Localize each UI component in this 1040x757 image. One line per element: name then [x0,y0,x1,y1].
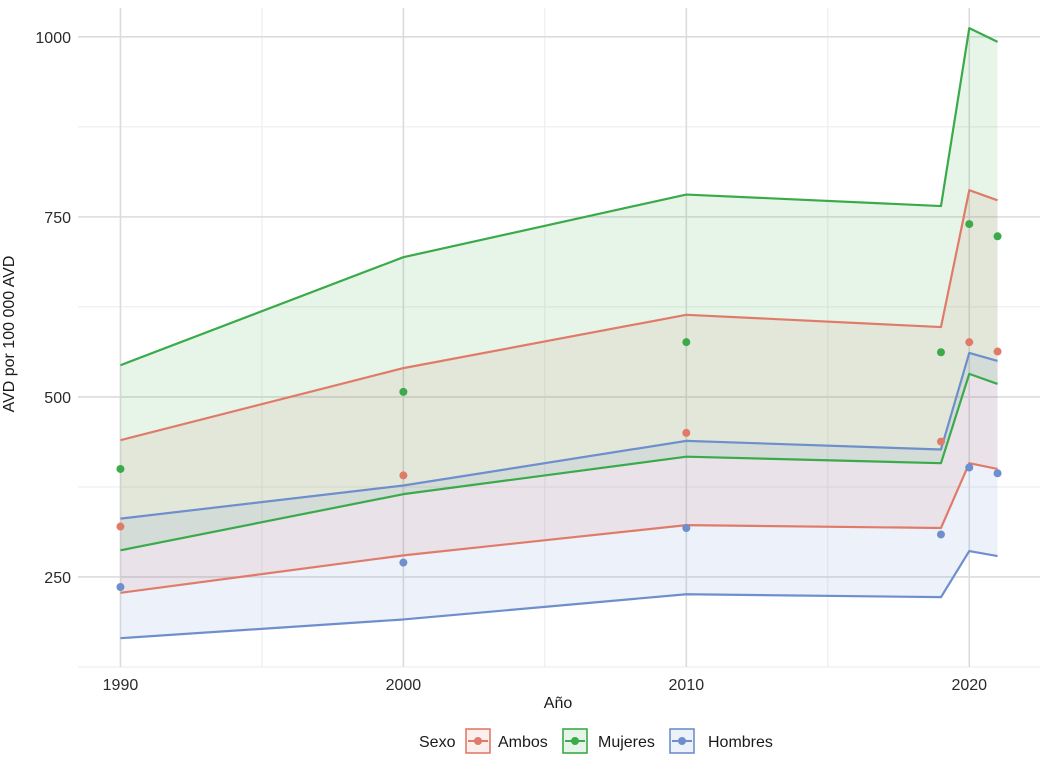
line-lower-ambos [120,462,998,594]
legend-label-hombres: Hombres [708,734,773,751]
line-lower-mujeres [120,372,998,552]
legend-key-point-mujeres [571,737,579,745]
point-ambos [399,471,408,480]
point-ambos [936,437,945,446]
x-axis-ticks: 1990 2000 2010 2020 [103,677,988,694]
y-tick-label: 1000 [35,30,71,47]
point-hombres [965,463,974,472]
line-upper-hombres [120,351,998,520]
point-mujeres [993,232,1002,241]
line-upper-mujeres [120,27,999,367]
legend-title: Sexo [419,734,456,751]
y-tick-label: 750 [44,210,71,227]
point-mujeres [682,338,691,347]
band-mujeres [120,28,998,551]
legend-key-point-hombres [678,737,686,745]
point-hombres [399,558,408,567]
confidence-bands [120,28,998,639]
line-lower-hombres [120,549,998,640]
y-tick-label: 500 [44,390,71,407]
point-hombres [936,530,945,539]
x-tick-label: 2010 [669,677,705,694]
point-ambos [116,522,125,531]
point-ambos [965,338,974,347]
legend-key-point-ambos [474,737,482,745]
x-tick-label: 1990 [103,677,139,694]
line-upper-ambos [120,189,998,442]
point-hombres [682,523,691,532]
point-mujeres [936,348,945,357]
point-ambos [993,347,1002,356]
x-axis-title: Año [544,695,573,712]
point-hombres [993,469,1002,478]
legend-label-mujeres: Mujeres [598,734,655,751]
y-axis-title: AVD por 100 000 AVD [1,256,18,413]
legend-label-ambos: Ambos [498,734,548,751]
bound-lines [120,27,999,640]
point-ambos [682,428,691,437]
point-hombres [116,583,125,592]
data-points [116,220,1002,592]
point-mujeres [116,464,125,473]
grid-minor [78,8,1040,668]
x-tick-label: 2000 [386,677,422,694]
band-hombres [120,352,998,639]
point-mujeres [965,220,974,229]
x-tick-label: 2020 [951,677,987,694]
legend: Sexo Ambos Mujeres Hombres [419,728,773,754]
y-axis-ticks: 250 500 750 1000 [35,30,71,587]
y-tick-label: 250 [44,570,71,587]
point-mujeres [399,387,408,396]
